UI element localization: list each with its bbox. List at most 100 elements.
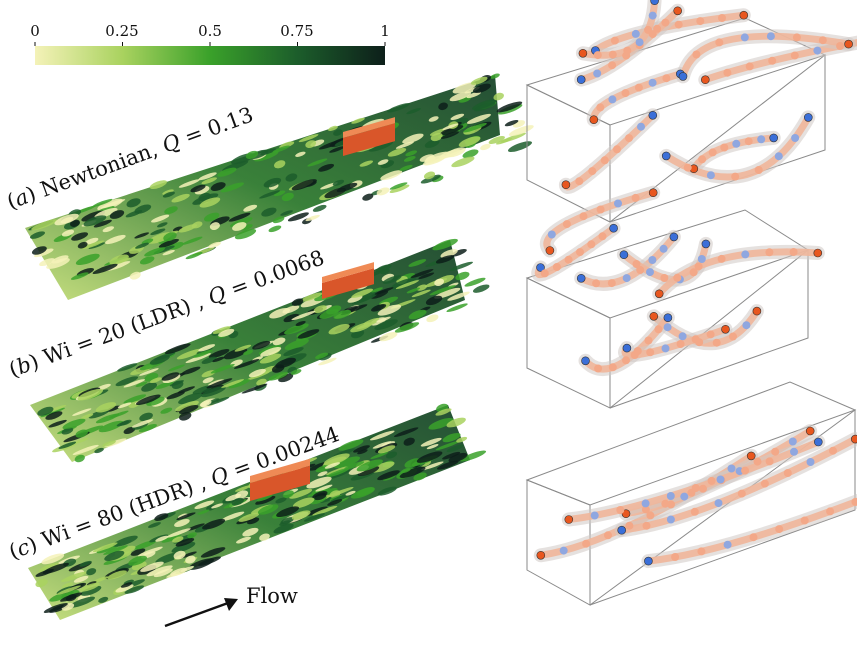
vortex-streak — [333, 129, 343, 136]
polymer-bead — [803, 113, 813, 122]
vortex-streak — [135, 381, 148, 387]
polymer-bead — [792, 33, 801, 42]
polymer-bead — [547, 230, 556, 239]
vortex-streak — [208, 398, 220, 404]
vortex-streak — [284, 338, 309, 350]
vortex-streak — [56, 585, 81, 595]
vortex-streak — [161, 534, 181, 543]
vortex-streak — [493, 92, 505, 101]
vortex-streak — [120, 582, 133, 588]
polymer-bead — [742, 321, 751, 330]
vortex-streak — [480, 143, 491, 151]
vortex-streak — [252, 340, 271, 350]
polymer-bead — [775, 525, 784, 534]
vortex-streak — [115, 584, 134, 593]
vortex-streak — [374, 287, 394, 295]
vortex-streak — [193, 349, 213, 358]
vortex-streak — [377, 304, 402, 316]
vortex-streak — [243, 349, 254, 356]
polymer-bead — [717, 254, 726, 263]
polymer-bead — [641, 505, 650, 514]
vortex-streak — [472, 284, 490, 293]
polymer-bead — [741, 466, 750, 475]
vortex-streak — [434, 278, 445, 287]
polymer-bead — [789, 248, 798, 256]
vortex-streak — [403, 437, 415, 446]
vortex-streak — [379, 331, 398, 342]
vortex-streak — [357, 449, 368, 455]
vortex-streak — [208, 241, 221, 249]
vortex-streak — [371, 287, 383, 293]
vortex-streak — [291, 298, 304, 306]
vortex-streak — [438, 102, 448, 111]
polymer-bead — [669, 232, 679, 242]
vortex-streak — [356, 291, 378, 302]
vortex-streak — [77, 241, 88, 249]
vortex-streak — [171, 541, 196, 553]
polymer-bead — [800, 516, 809, 525]
vortex-streak — [39, 258, 55, 267]
polymer-bead — [616, 506, 625, 514]
vortex-streak — [171, 380, 184, 390]
vortex-streak — [382, 275, 402, 284]
polymer-bead — [718, 14, 726, 22]
vortex-streak — [129, 271, 141, 280]
vortex-streak — [176, 348, 203, 360]
polymer-bead — [771, 447, 780, 456]
vortex-streak — [198, 344, 216, 352]
vortex-streak — [297, 329, 320, 339]
vortex-streaks — [28, 73, 534, 613]
vortex-streak — [488, 136, 505, 144]
vortex-streak — [248, 368, 266, 378]
vortex-streak — [377, 445, 396, 454]
vortex-streak — [175, 400, 199, 412]
vortex-streak — [426, 444, 439, 450]
vortex-streak — [385, 451, 398, 459]
polymer-bead — [694, 262, 703, 271]
vortex-streak — [199, 400, 212, 407]
vortex-streak — [466, 91, 482, 99]
polymer-bead — [813, 437, 823, 447]
vortex-streak — [305, 214, 320, 222]
polymer-bead — [600, 156, 609, 165]
polymer-bead — [673, 6, 683, 16]
polymer-bead — [617, 525, 627, 535]
vortex-streak — [291, 510, 311, 520]
polymer-bead — [564, 255, 573, 264]
vortex-streak — [307, 158, 328, 167]
polymer-bead — [690, 507, 699, 516]
vortex-streak — [255, 495, 276, 505]
vortex-streak — [182, 236, 203, 245]
vortex-streak — [51, 255, 69, 264]
vortex-streak — [290, 369, 302, 375]
vortex-streak — [428, 116, 439, 122]
vortex-streak — [336, 182, 358, 193]
vortex-streak — [428, 417, 454, 430]
polymer-bead — [654, 289, 664, 299]
polymer-bead — [689, 268, 698, 277]
vortex-streak — [178, 392, 203, 405]
polymer-bead — [766, 32, 775, 41]
vortex-streak — [194, 500, 215, 510]
polymer-bead — [564, 515, 574, 524]
vortex-streak — [356, 487, 375, 496]
polymer-bead — [552, 263, 561, 271]
vortex-streak — [259, 190, 281, 199]
vortex-streak — [466, 113, 491, 124]
polymer-bead — [648, 78, 657, 87]
vortex-streak — [86, 568, 97, 576]
vortex-streak — [389, 184, 410, 193]
polymer-bead — [737, 489, 746, 498]
vortex-streak — [100, 199, 126, 209]
vortex-streak — [380, 170, 403, 181]
vortex-streak — [326, 305, 342, 315]
polymer-bead — [716, 475, 725, 484]
polymer-bead — [593, 69, 602, 78]
vortex-streak — [284, 323, 309, 335]
vortex-streak — [275, 497, 287, 504]
polymer-bead — [646, 268, 654, 277]
vortex-streak — [133, 540, 157, 550]
polymer-bead — [757, 135, 766, 144]
polymer-bead — [678, 72, 688, 81]
vortex-streak — [93, 219, 112, 228]
